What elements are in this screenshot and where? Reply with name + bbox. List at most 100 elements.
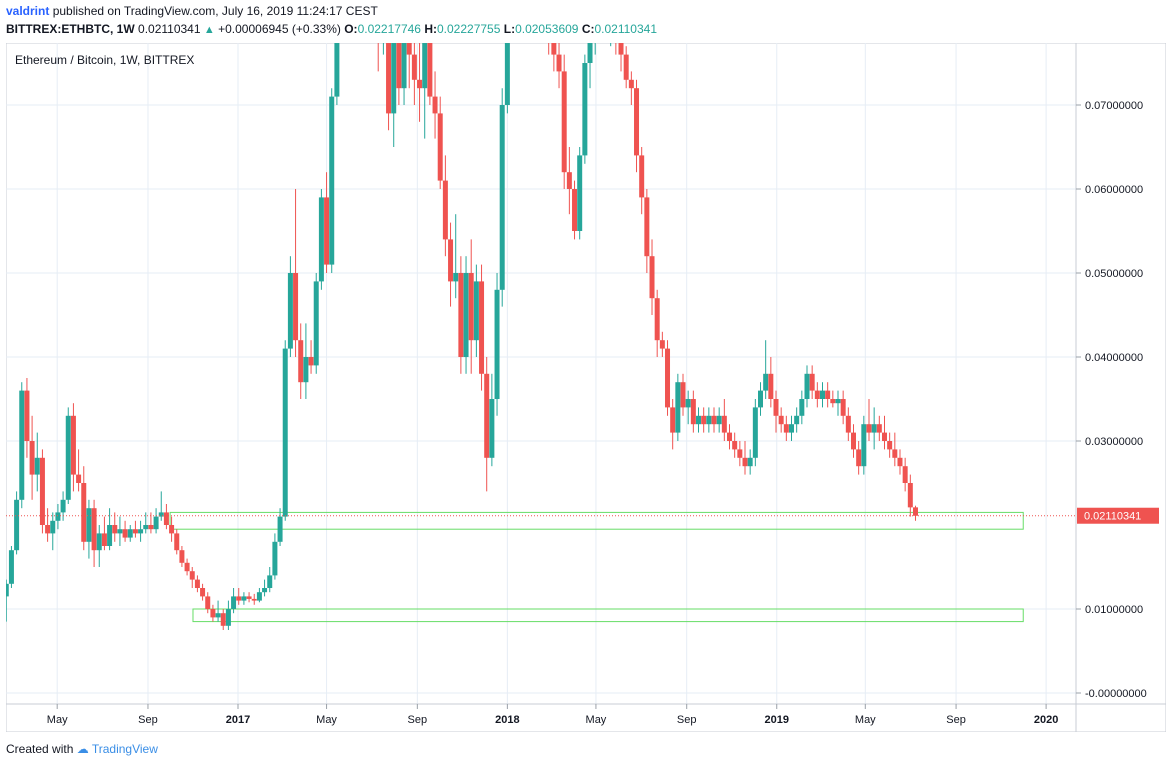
y-tick-label: 0.01000000 [1085,604,1143,616]
author-link[interactable]: valdrint [6,4,50,18]
candle-body [60,499,66,513]
candle-body [572,189,578,231]
candle-body [236,596,242,601]
candle-body [897,457,903,467]
y-tick-label: -0.00000000 [1085,688,1147,700]
candle-body [39,457,45,525]
candle-body [6,583,9,597]
candle-body [76,474,82,483]
candle-body [665,348,671,408]
candle-body [504,43,510,105]
candle-body [96,533,102,551]
candle-body [169,525,175,534]
x-tick-label: Sep [946,714,966,726]
candle-body [427,43,433,97]
candle-body [458,273,464,357]
candle-body [143,525,149,530]
candle-body [101,533,107,546]
candle-body [112,525,118,534]
candle-body [194,579,200,588]
support-zone-rect [169,511,1024,530]
candle-body [835,399,841,404]
candle-body [200,588,206,597]
footer: Created with ☁ TradingView [6,742,158,756]
created-with-text: Created with [6,742,74,756]
candle-body [727,432,733,441]
symbol-label: BITTREX:ETHBTC, 1W [6,22,135,36]
candle-body [117,529,123,534]
candle-body [14,499,20,551]
candle-body [391,43,397,114]
candle-body [866,424,872,433]
candle-body [566,172,572,189]
price-axis[interactable]: 0.150000000.140000000.130000000.12000000… [1076,43,1147,700]
tradingview-cloud-icon: ☁ [76,742,89,756]
candle-body [763,373,769,391]
support-zones [169,511,1024,623]
candle-body [282,348,288,517]
current-price-box [1077,507,1159,524]
candle-body [184,562,190,572]
candle-body [587,43,593,63]
candle-body [132,529,138,534]
candle-body [19,390,25,500]
candle-body [783,424,789,433]
candle-body [561,71,567,173]
candle-body [107,525,113,546]
x-tick-label: 2019 [764,714,788,726]
candles [6,43,918,630]
open-value: 0.02217746 [357,22,421,36]
candle-body [871,424,877,433]
candle-body [189,571,195,580]
candle-body [334,43,340,97]
candle-body [241,596,247,601]
candle-body [907,483,913,508]
candle-body [758,390,764,408]
tradingview-link[interactable]: TradingView [91,742,158,756]
candle-body [81,483,87,542]
candle-body [127,529,133,538]
candle-body [685,399,691,408]
candle-body [814,390,820,399]
candle-body [231,596,237,609]
candle-body [287,273,293,349]
price-change: +0.00006945 (+0.33%) [218,22,341,36]
candle-body [799,399,805,416]
candle-body [623,54,629,80]
candle-body [442,180,448,240]
candle-body [881,432,887,441]
candle-body [654,298,660,341]
candle-body [696,415,702,425]
candle-body [401,43,407,89]
candle-body [912,507,918,516]
candle-body [272,541,278,576]
candle-body [768,373,774,399]
candle-body [411,54,417,80]
candle-body [659,340,665,349]
candle-body [706,415,712,425]
candle-body [386,43,392,114]
candle-body [644,197,650,257]
candle-body [628,79,634,89]
candle-body [148,525,154,530]
x-tick-label: Sep [408,714,428,726]
candle-body [473,281,479,341]
y-tick-label: 0.07000000 [1085,100,1143,112]
candle-body [437,113,443,181]
candle-body [499,105,505,290]
candle-body [86,508,92,542]
close-value: 0.02110341 [594,22,657,36]
candle-body [856,449,862,467]
publish-info: published on TradingView.com, July 16, 2… [52,4,378,18]
candle-body [463,273,469,357]
candle-body [246,596,252,599]
candle-body [210,609,216,618]
candle-body [8,550,14,584]
price-chart[interactable]: 0.150000000.140000000.130000000.12000000… [6,43,1166,732]
time-axis[interactable]: May Sep 2017 May Sep 2018 May Sep 2019 May Sep 2020 [47,704,1059,726]
candle-body [752,407,758,458]
x-tick-label: May [47,714,68,726]
x-tick-label: 2017 [226,714,250,726]
candle-body [551,43,557,55]
support-zone-rect [192,608,1024,623]
